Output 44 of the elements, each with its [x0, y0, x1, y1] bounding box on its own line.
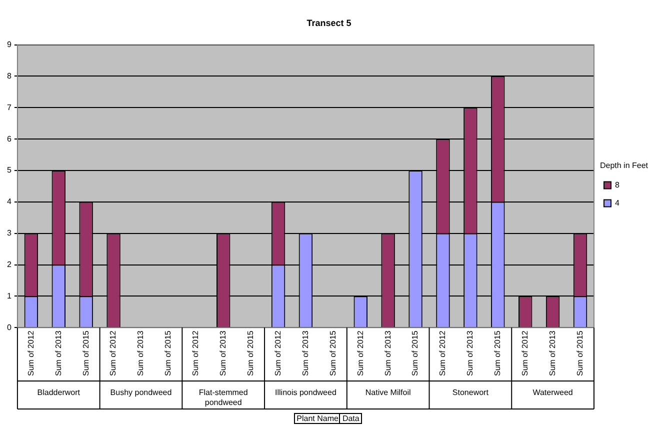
legend-label: 4: [614, 198, 620, 208]
text: Bladderwort: [37, 388, 81, 397]
y-tick-label: 4: [6, 197, 12, 206]
y-tick-label: 0: [6, 322, 12, 332]
y-tick-label: 5: [6, 166, 12, 175]
x-tick-label: Sum of 2015: [493, 330, 502, 376]
x-tick-label: Sum of 2013: [218, 330, 228, 376]
x-tick-label: Sum of 2015: [246, 330, 256, 376]
x-tick-label: Sum of 2012: [191, 330, 200, 376]
x-tick-label: Sum of 2015: [164, 330, 173, 376]
text: Native Milfoil: [365, 388, 411, 397]
text: Flat-stemmed pondweed: [198, 388, 248, 407]
chart-title: Transect 5: [306, 18, 352, 28]
y-tick-label: 3: [6, 228, 12, 238]
x-tick-label: Sum of 2013: [54, 330, 63, 376]
x-tick-label: Sum of 2013: [466, 330, 475, 376]
x-tick-label: Sum of 2013: [136, 330, 146, 376]
x-tick-label: Sum of 2013: [548, 330, 557, 376]
x-tick-label: Sum of 2012: [26, 330, 36, 376]
y-tick-label: 1: [6, 291, 12, 300]
text: Bushy pondweed: [110, 388, 172, 397]
text: Waterweed: [532, 388, 573, 397]
x-axis-title: Plant Name: [294, 413, 342, 424]
y-tick-label: 9: [6, 40, 12, 50]
legend-title: Depth in Feet: [600, 160, 649, 170]
x-tick-label: Sum of 2015: [81, 330, 90, 376]
y-tick-label: 7: [6, 102, 12, 112]
legend-label: 8: [614, 180, 620, 190]
x-tick-label: Sum of 2012: [356, 330, 365, 376]
y-tick-label: 6: [6, 134, 12, 144]
text: Data: [339, 413, 362, 424]
x-tick-label: Sum of 2012: [108, 330, 118, 376]
y-tick-label: 2: [6, 260, 12, 269]
x-tick-label: Sum of 2012: [438, 330, 448, 376]
x-tick-label: Sum of 2012: [273, 330, 282, 376]
x-tick-label: Sum of 2015: [410, 330, 420, 376]
x-tick-label: Sum of 2015: [328, 330, 338, 376]
x-tick-label: Sum of 2013: [300, 330, 310, 376]
x-tick-label: Sum of 2012: [520, 330, 530, 376]
x-tick-label: Sum of 2015: [575, 330, 584, 376]
text: Stonewort: [452, 388, 490, 397]
x-tick-label: Sum of 2013: [383, 330, 392, 376]
y-tick-label: 8: [6, 71, 12, 80]
text: Illinois pondweed: [275, 388, 336, 397]
